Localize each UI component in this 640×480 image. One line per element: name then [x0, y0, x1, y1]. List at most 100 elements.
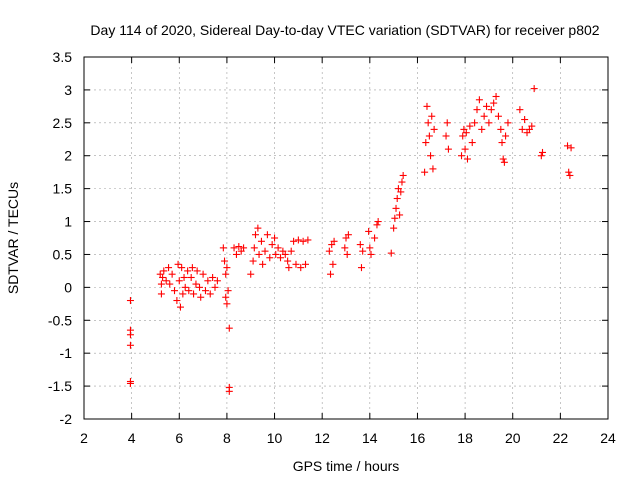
data-point [272, 250, 280, 258]
data-point [343, 250, 351, 258]
data-point [249, 257, 257, 265]
data-point [180, 273, 188, 281]
plot-frame [83, 56, 609, 420]
data-point [201, 287, 209, 295]
data-point [430, 125, 438, 133]
data-point [257, 237, 265, 245]
data-point [197, 293, 205, 301]
data-point [225, 324, 233, 332]
data-point [423, 102, 431, 110]
data-point [173, 297, 181, 305]
data-point [344, 231, 352, 239]
data-point [366, 244, 374, 252]
x-tick-label: 18 [457, 430, 473, 446]
data-point [392, 204, 400, 212]
data-point [461, 145, 469, 153]
data-point [221, 257, 229, 265]
data-point [299, 237, 307, 245]
data-point [442, 132, 450, 140]
data-point [521, 116, 529, 124]
data-point [304, 236, 312, 244]
data-point [281, 250, 289, 258]
data-point [302, 260, 310, 268]
data-points [126, 85, 575, 395]
data-point [502, 132, 510, 140]
data-point [261, 247, 269, 255]
data-point [266, 254, 274, 262]
data-point [398, 178, 406, 186]
data-point [274, 244, 282, 252]
data-point [224, 287, 232, 295]
data-point [222, 270, 230, 278]
data-point [425, 132, 433, 140]
data-point [174, 260, 182, 268]
data-point [159, 273, 167, 281]
data-point [466, 122, 474, 130]
data-point [209, 273, 217, 281]
x-tick-label: 6 [175, 430, 183, 446]
data-point [458, 152, 466, 160]
data-point [485, 119, 493, 127]
data-point [196, 283, 204, 291]
data-point [230, 244, 238, 252]
data-point [223, 300, 231, 308]
data-point [126, 379, 134, 387]
data-point [490, 99, 498, 107]
data-point [475, 96, 483, 104]
data-point [171, 287, 179, 295]
data-point [329, 260, 337, 268]
x-tick-label: 2 [80, 430, 88, 446]
data-point [359, 247, 367, 255]
data-point [190, 290, 198, 298]
y-tick-label: 1 [64, 214, 72, 230]
y-tick-label: 2.5 [53, 115, 73, 131]
data-point [462, 129, 470, 137]
y-tick-label: 3 [64, 82, 72, 98]
y-tick-label: -1 [60, 345, 73, 361]
x-tick-label: 4 [128, 430, 136, 446]
data-point [371, 234, 379, 242]
data-point [374, 218, 382, 226]
data-point [181, 283, 189, 291]
x-tick-label: 20 [505, 430, 521, 446]
data-point [478, 125, 486, 133]
y-tick-label: 0 [64, 279, 72, 295]
data-point [268, 241, 276, 249]
data-point [223, 264, 231, 272]
data-point [393, 195, 401, 203]
data-point [184, 267, 192, 275]
data-point [499, 155, 507, 163]
data-point [297, 264, 305, 272]
data-point [391, 214, 399, 222]
data-point [473, 106, 481, 114]
data-point [199, 270, 207, 278]
data-point [126, 297, 134, 305]
y-tick-label: -1.5 [48, 378, 72, 394]
data-point [235, 243, 243, 251]
data-point [357, 264, 365, 272]
data-point [162, 277, 170, 285]
data-point [185, 287, 193, 295]
data-point [390, 224, 398, 232]
data-point [126, 331, 134, 339]
data-point [157, 280, 165, 288]
data-point [277, 254, 284, 262]
data-point [421, 168, 429, 176]
data-point [240, 244, 248, 252]
chart-title: Day 114 of 2020, Sidereal Day-to-day VTE… [90, 22, 599, 38]
data-point [325, 247, 333, 255]
data-point [468, 139, 476, 147]
tick-labels: 2 4 6 8 10 12 14 16 18 20 22 24-2-1.5-1-0.500.511.5… [48, 49, 616, 446]
data-point [160, 267, 168, 275]
x-tick-label: 22 [553, 430, 569, 446]
data-point [459, 132, 467, 140]
data-point [396, 211, 404, 219]
data-point [259, 260, 267, 268]
data-point [356, 241, 364, 249]
data-point [225, 387, 233, 395]
y-tick-label: 0.5 [53, 246, 73, 262]
data-point [232, 250, 240, 258]
data-point [480, 112, 488, 120]
data-point [444, 145, 452, 153]
